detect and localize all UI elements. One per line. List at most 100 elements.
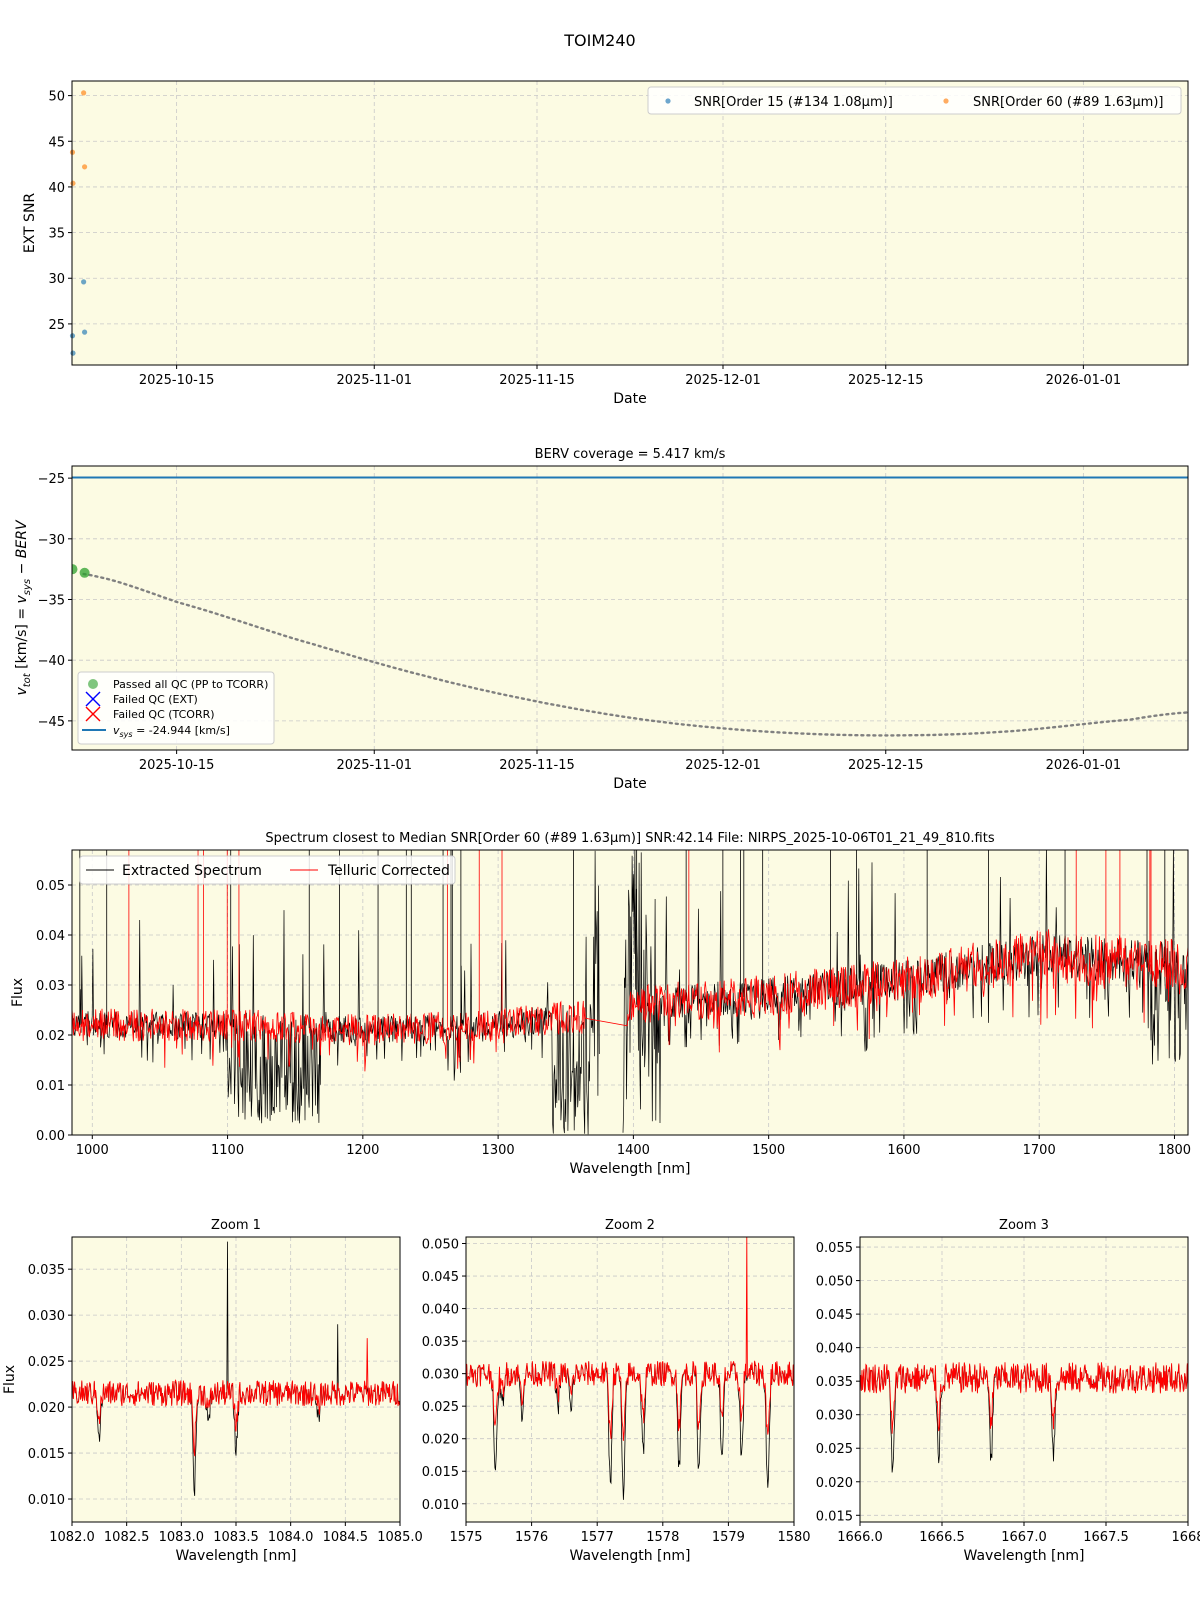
x-tick-label: 1100 — [211, 1143, 244, 1158]
x-axis-label: Wavelength [nm] — [176, 1548, 297, 1564]
legend-label: Extracted Spectrum — [122, 863, 262, 879]
x-axis-label: Date — [613, 776, 646, 792]
y-tick-label: 0.010 — [28, 1493, 65, 1508]
snr-point — [81, 90, 87, 96]
legend-label: SNR[Order 60 (#89 1.63μm)] — [973, 95, 1164, 110]
legend-box — [77, 671, 275, 745]
y-tick-label: −25 — [38, 472, 65, 487]
x-tick-label: 2025-11-15 — [499, 373, 575, 388]
berv-curve — [82, 572, 1188, 737]
x-tick-label: 1667.0 — [1001, 1530, 1047, 1545]
x-tick-label: 1579 — [712, 1530, 745, 1545]
axes-frame — [71, 465, 1189, 751]
x-tick-label: 2026-01-01 — [1046, 373, 1122, 388]
y-tick-label: 0.02 — [36, 1029, 65, 1044]
y-tick-label: −45 — [38, 715, 65, 730]
y-tick-label: 0.040 — [422, 1303, 459, 1318]
telluric-corrected-line — [72, 1338, 400, 1457]
x-tick-label: 1200 — [346, 1143, 379, 1158]
y-tick-label: 0.01 — [36, 1079, 65, 1094]
y-tick-label: 0.040 — [816, 1342, 853, 1357]
plot-title: Spectrum closest to Median SNR[Order 60 … — [265, 831, 994, 846]
snr-point — [81, 329, 88, 335]
snr-point — [70, 180, 76, 186]
plot-title: Zoom 2 — [605, 1218, 655, 1233]
y-tick-label: 0.00 — [36, 1129, 65, 1144]
x-tick-label: 1700 — [1023, 1143, 1056, 1158]
x-tick-label: 1576 — [515, 1530, 548, 1545]
legend: Extracted Spectrum Telluric Corrected — [79, 855, 456, 885]
snr-point — [81, 279, 87, 285]
snr-point — [70, 350, 76, 356]
y-tick-label: 0.020 — [816, 1476, 853, 1491]
axes-frame — [71, 80, 1189, 366]
y-tick-label: −40 — [38, 654, 65, 669]
plot-title: Zoom 3 — [999, 1218, 1049, 1233]
x-axis-label: Wavelength [nm] — [570, 1161, 691, 1177]
x-axis-label: Wavelength [nm] — [570, 1548, 691, 1564]
x-tick-label: 2025-11-01 — [336, 373, 412, 388]
y-axis-label: Flux — [10, 978, 26, 1007]
x-tick-label: 1500 — [752, 1143, 785, 1158]
grid — [72, 81, 1188, 365]
x-tick-label: 1577 — [581, 1530, 614, 1545]
snr-plot: 2025-10-15 2025-11-01 2025-11-15 2025-12-01… — [22, 80, 1189, 407]
y-tick-label: 0.020 — [28, 1401, 65, 1416]
legend-label: Failed QC (TCORR) — [113, 708, 215, 721]
zoom3-plot: 1666.0 1666.5 1667.0 1667.5 1668 0.015 0.020 0.… — [816, 1218, 1200, 1564]
plot-area — [72, 81, 1188, 365]
y-tick-label: 30 — [48, 272, 65, 287]
x-tick-label: 1578 — [646, 1530, 679, 1545]
legend-marker — [85, 706, 101, 722]
legend-box — [79, 855, 456, 885]
legend: Passed all QC (PP to TCORR) Failed QC (EX… — [77, 671, 275, 745]
legend-box — [647, 86, 1182, 115]
zoom1-plot: 1082.0 1082.5 1083.0 1083.5 1084.0 1084.5 1085… — [2, 1218, 423, 1564]
y-tick-label: 0.030 — [816, 1409, 853, 1424]
plot-title: BERV coverage = 5.417 km/s — [535, 447, 726, 462]
x-tick-label: 2025-12-01 — [685, 373, 761, 388]
x-tick-label: 1666.0 — [837, 1530, 883, 1545]
y-tick-label: 0.025 — [816, 1442, 853, 1457]
x-tick-label: 1083.0 — [159, 1530, 205, 1545]
y-tick-label: 0.045 — [422, 1270, 459, 1285]
x-tick-label: 1600 — [887, 1143, 920, 1158]
legend: SNR[Order 15 (#134 1.08μm)] SNR[Order 60 … — [647, 86, 1182, 115]
x-tick-label: 1082.5 — [104, 1530, 150, 1545]
y-tick-label: 0.020 — [422, 1433, 459, 1448]
spectrum-plot: 1000 1100 1200 1300 1400 1500 1600 1700 1800 0.00… — [10, 831, 1191, 1177]
x-tick-label: 1085.0 — [377, 1530, 423, 1545]
y-tick-label: −30 — [38, 533, 65, 548]
legend-label: Passed all QC (PP to TCORR) — [113, 678, 268, 691]
y-tick-label: −35 — [38, 594, 65, 609]
y-tick-label: 0.030 — [28, 1309, 65, 1324]
x-tick-label: 1000 — [76, 1143, 109, 1158]
axes-frame — [71, 849, 1189, 1136]
x-tick-label: 2025-10-15 — [139, 758, 215, 773]
legend-label: SNR[Order 15 (#134 1.08μm)] — [694, 95, 893, 110]
y-tick-label: 0.055 — [816, 1241, 853, 1256]
x-tick-label: 1400 — [617, 1143, 650, 1158]
berv-plot: 2025-10-15 2025-11-01 2025-11-15 2025-12-01… — [14, 447, 1189, 792]
y-tick-label: 0.010 — [422, 1498, 459, 1513]
plot-area — [466, 1237, 794, 1522]
legend-label: Telluric Corrected — [327, 863, 450, 879]
y-tick-label: 0.050 — [422, 1238, 459, 1253]
legend-label: Failed QC (EXT) — [113, 693, 198, 706]
y-tick-label: 0.025 — [422, 1400, 459, 1415]
passed-point — [72, 564, 78, 575]
y-tick-label: 0.05 — [36, 879, 65, 894]
legend-marker — [943, 98, 949, 104]
y-tick-label: 25 — [48, 318, 65, 333]
x-tick-label: 2025-12-15 — [848, 373, 924, 388]
y-tick-label: 0.050 — [816, 1275, 853, 1290]
legend-marker — [88, 679, 98, 689]
y-axis-label: vtot [km/s] = vsys − BERV — [14, 519, 33, 695]
x-tick-label: 1666.5 — [919, 1530, 965, 1545]
x-tick-label: 2025-12-15 — [848, 758, 924, 773]
telluric-corrected-line — [860, 1362, 1188, 1434]
x-axis-label: Date — [613, 391, 646, 407]
x-axis-label: Wavelength [nm] — [964, 1548, 1085, 1564]
y-tick-label: 0.030 — [422, 1368, 459, 1383]
